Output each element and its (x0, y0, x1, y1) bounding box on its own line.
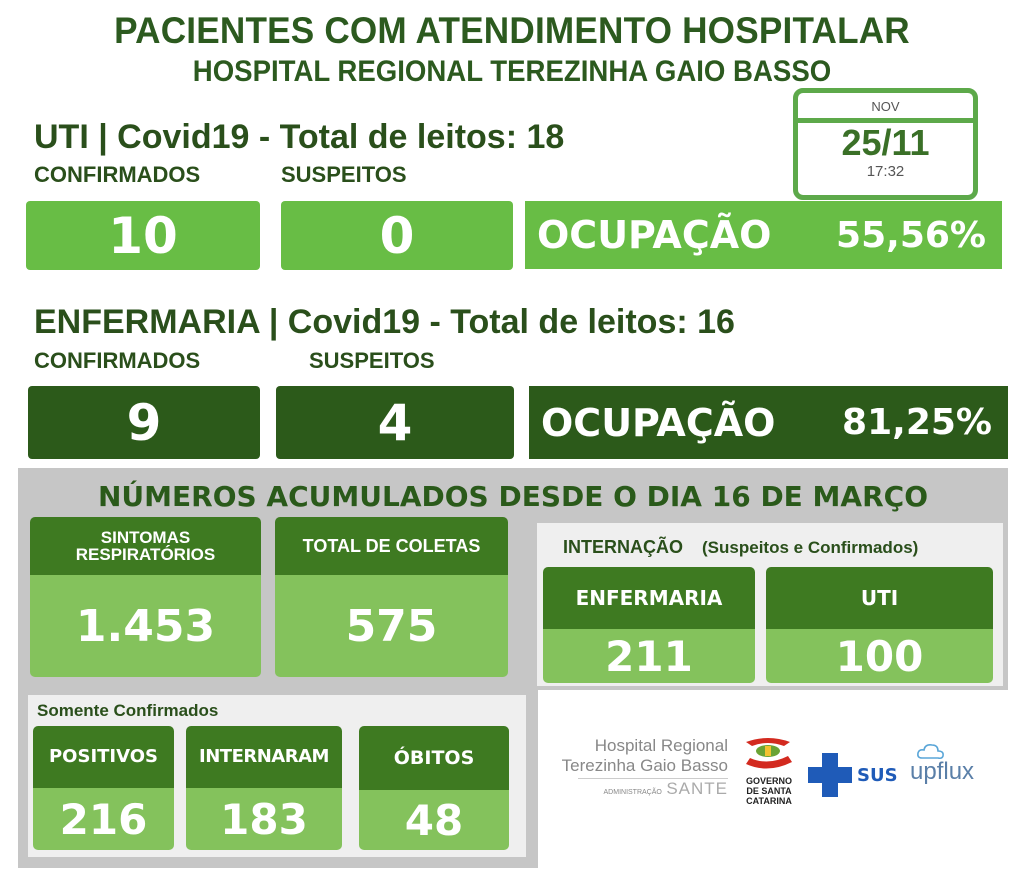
deaths-card: ÓBITOS 48 (359, 726, 509, 850)
page-subtitle: HOSPITAL REGIONAL TEREZINHA GAIO BASSO (192, 55, 832, 88)
upflux-text: upflux (910, 758, 975, 785)
respiratory-card-header: SINTOMAS RESPIRATÓRIOS (30, 517, 261, 575)
medical-cross-icon (808, 753, 852, 797)
hospitalized-card: INTERNARAM 183 (186, 726, 342, 850)
hospitalized-label: INTERNARAM (186, 726, 342, 788)
accumulated-title: NÚMEROS ACUMULADOS DESDE O DIA 16 DE MAR… (97, 480, 929, 513)
ward-suspected-value: 4 (276, 386, 514, 459)
uti-confirmed-value: 10 (26, 201, 260, 270)
collections-card: TOTAL DE COLETAS 575 (275, 517, 508, 677)
hospitalization-icu-value: 100 (766, 629, 993, 683)
ward-section-title: ENFERMARIA | Covid19 - Total de leitos: … (34, 303, 735, 341)
admin-name: SANTE (666, 779, 728, 798)
collections-value: 575 (275, 575, 508, 677)
hospitalization-icu-card: UTI 100 (766, 567, 993, 683)
date-time: 17:32 (866, 163, 905, 180)
respiratory-value: 1.453 (30, 575, 261, 677)
date-day: 25/11 (841, 122, 930, 163)
hospitalization-title: INTERNAÇÃO (Suspeitos e Confirmados) (563, 537, 918, 558)
deaths-value: 48 (359, 790, 509, 850)
hospitalized-value: 183 (186, 788, 342, 850)
page-title: PACIENTES COM ATENDIMENTO HOSPITALAR (114, 10, 910, 51)
uti-occupancy-bar: OCUPAÇÃO 55,56% (525, 201, 1002, 269)
date-month: NOV (871, 99, 900, 114)
uti-occupancy-label: OCUPAÇÃO (537, 213, 772, 257)
ward-confirmed-label: CONFIRMADOS (34, 348, 201, 373)
sus-logo: SUS (806, 750, 906, 800)
gov-line1: GOVERNO (745, 776, 792, 786)
date-divider (798, 118, 973, 123)
hospitalization-icu-label: UTI (766, 567, 993, 629)
uti-suspected-label: SUSPEITOS (281, 162, 407, 187)
uti-suspected-value: 0 (281, 201, 513, 270)
collections-label: TOTAL DE COLETAS (275, 517, 508, 575)
gov-line3: CATARINA (746, 796, 792, 806)
positive-label: POSITIVOS (33, 726, 174, 788)
upflux-logo: upflux (910, 742, 1000, 792)
cloud-icon (917, 744, 944, 760)
confirmed-only-title: Somente Confirmados (37, 701, 219, 720)
hospital-logo-line1: Hospital Regional (594, 736, 728, 755)
hospitalization-ward-card: ENFERMARIA 211 (543, 567, 755, 683)
deaths-label: ÓBITOS (359, 726, 509, 790)
ward-occupancy-bar: OCUPAÇÃO 81,25% (529, 386, 1008, 459)
positive-value: 216 (33, 788, 174, 850)
admin-prefix: ADMINISTRAÇÃO (603, 789, 662, 796)
uti-occupancy-value: 55,56% (836, 214, 986, 256)
positive-card: POSITIVOS 216 (33, 726, 174, 850)
hospitalization-ward-value: 211 (543, 629, 755, 683)
respiratory-label-line2: RESPIRATÓRIOS (75, 545, 216, 564)
ward-occupancy-value: 81,25% (842, 402, 992, 443)
uti-confirmed-label: CONFIRMADOS (34, 162, 201, 187)
gov-line2: DE SANTA (746, 786, 792, 796)
hospital-logo: Hospital Regional Terezinha Gaio Basso A… (548, 736, 728, 803)
uti-section-title: UTI | Covid19 - Total de leitos: 18 (34, 118, 565, 156)
ward-occupancy-label: OCUPAÇÃO (541, 400, 776, 445)
ward-suspected-label: SUSPEITOS (309, 348, 435, 373)
date-card: NOV 25/11 17:32 (793, 88, 978, 200)
hospitalization-ward-label: ENFERMARIA (543, 567, 755, 629)
sc-flag-icon (746, 738, 792, 769)
hospitalization-title-text: INTERNAÇÃO (563, 537, 683, 557)
respiratory-card: SINTOMAS RESPIRATÓRIOS 1.453 (30, 517, 261, 677)
sus-text: SUS (857, 764, 898, 786)
hospital-logo-line2: Terezinha Gaio Basso (561, 756, 728, 775)
sc-government-logo: GOVERNO DE SANTA CATARINA (738, 736, 800, 808)
ward-confirmed-value: 9 (28, 386, 260, 459)
respiratory-label-line1: SINTOMAS (100, 528, 191, 547)
hospitalization-subtitle: (Suspeitos e Confirmados) (702, 538, 919, 557)
